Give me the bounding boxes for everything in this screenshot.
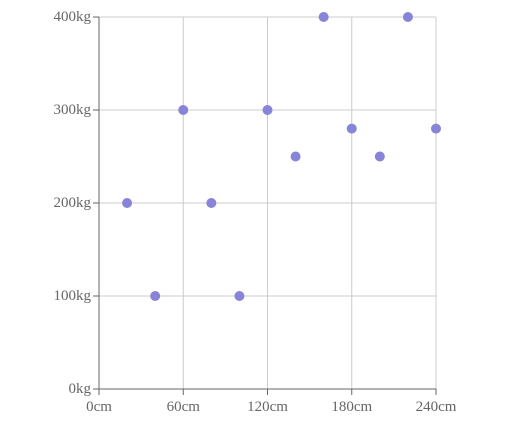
x-tick-label: 0cm	[86, 399, 112, 415]
data-point	[150, 291, 161, 301]
x-tick-label: 60cm	[167, 399, 201, 415]
data-point	[346, 123, 357, 134]
data-points	[122, 12, 441, 301]
y-tick-label: 300kg	[54, 102, 92, 118]
data-point	[178, 105, 189, 115]
y-tick-label: 200kg	[54, 195, 92, 211]
grid	[99, 16, 437, 389]
data-point	[290, 151, 301, 162]
x-tick-label: 120cm	[247, 399, 288, 415]
axes: 0kg 100kg 200kg 300kg 400kg 0cm 60cm 120cm 180cm…	[54, 9, 457, 415]
data-point	[262, 105, 273, 115]
data-point	[374, 151, 385, 162]
y-tick-label: 0kg	[69, 381, 92, 397]
y-tick-label: 100kg	[54, 288, 92, 304]
x-tick-label: 180cm	[331, 399, 372, 415]
data-point	[122, 198, 133, 208]
data-point	[318, 12, 329, 22]
data-point	[402, 12, 413, 22]
data-point	[234, 291, 245, 301]
data-point	[431, 123, 441, 134]
data-point	[206, 198, 217, 208]
x-tick-label: 240cm	[416, 399, 457, 415]
y-tick-label: 400kg	[54, 9, 92, 25]
